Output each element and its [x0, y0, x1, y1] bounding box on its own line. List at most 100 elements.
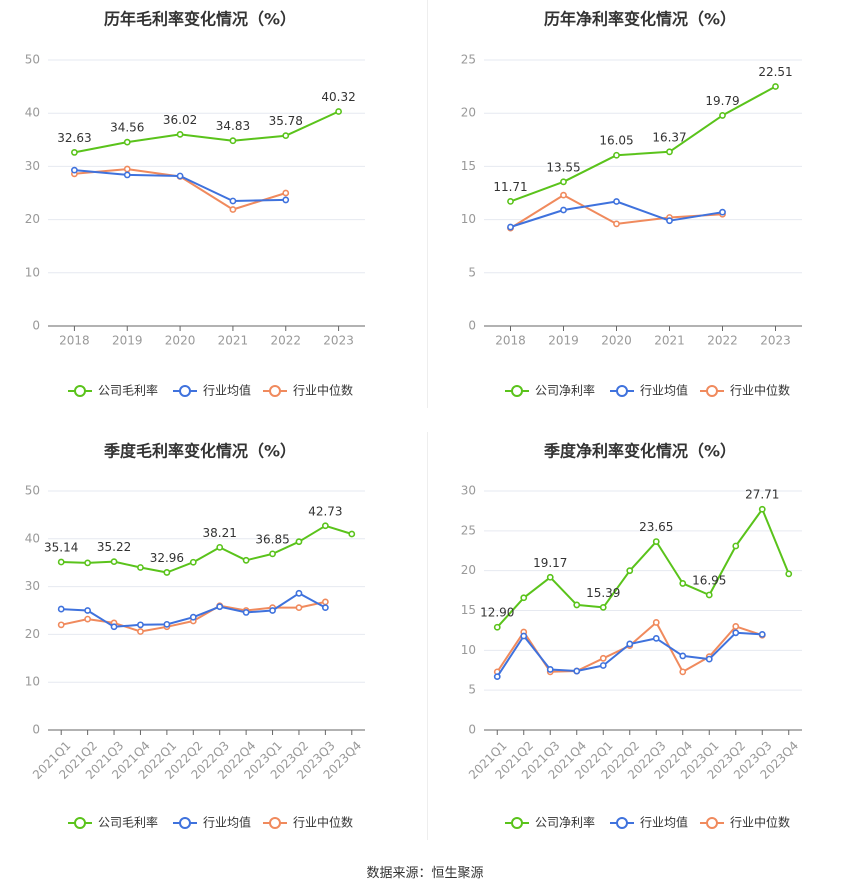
chart4-point-company: [493, 623, 501, 631]
chart1-y-tick-label: 40: [25, 106, 40, 120]
chart3-legend-marker-industry_median: [269, 817, 281, 829]
chart4-y-tick-label: 20: [461, 563, 476, 577]
chart1-legend-marker-company: [74, 385, 86, 397]
chart2-y-tick-label: 15: [461, 159, 476, 173]
chart2-line-company: [510, 85, 776, 203]
chart4-y-tick-label: 30: [461, 484, 476, 498]
chart2-title: 历年净利率变化情况（%）: [544, 10, 736, 29]
chart1-x-tick-label: 2018: [59, 334, 90, 348]
chart3-point-industry_avg: [137, 621, 144, 629]
chart2-data-label: 16.05: [599, 134, 633, 148]
chart1-point-industry_median: [282, 189, 290, 197]
chart4-point-industry_median: [652, 619, 660, 626]
chart3-legend-marker-industry_avg: [179, 817, 191, 829]
chart3-point-company: [216, 543, 224, 551]
chart2-x-tick-label: 2020: [601, 334, 632, 348]
chart3-y-tick-label: 30: [25, 579, 40, 593]
chart3-point-company: [163, 569, 171, 576]
chart3-legend-marker-company: [74, 817, 86, 829]
chart4-data-label: 23.65: [639, 520, 673, 534]
chart2-y-tick-label: 10: [461, 212, 476, 226]
chart4-data-label: 12.90: [480, 606, 514, 620]
chart3-point-company: [295, 538, 303, 546]
chart2-point-company: [666, 148, 673, 156]
chart3-point-company: [84, 559, 92, 567]
chart2-y-tick-label: 25: [461, 53, 476, 67]
chart4-legend-marker-industry_avg: [616, 817, 628, 829]
chart3-y-tick-label: 0: [32, 723, 40, 737]
chart3-title: 季度毛利率变化情况（%）: [103, 442, 296, 461]
chart3-point-industry_avg: [57, 605, 65, 613]
chart1-x-tick-label: 2022: [270, 334, 301, 348]
chart3-point-industry_avg: [321, 604, 329, 612]
chart1-legend-label-industry_median: 行业中位数: [293, 383, 353, 398]
chart3-point-industry_median: [295, 604, 303, 612]
vertical-divider-bottom: [427, 432, 428, 840]
chart1-point-company: [176, 130, 184, 138]
chart4-point-company: [599, 603, 607, 611]
chart3-legend-label-industry_median: 行业中位数: [293, 815, 353, 830]
chart4-point-industry_avg: [546, 666, 554, 673]
chart1-x-tick-label: 2019: [112, 334, 143, 348]
chart4-point-industry_median: [599, 654, 607, 662]
chart2-point-company: [772, 83, 779, 90]
chart3-point-industry_median: [137, 628, 144, 635]
chart1-data-label: 34.83: [216, 119, 250, 133]
chart4-point-industry_median: [679, 668, 687, 676]
chart3-point-industry_avg: [84, 607, 92, 614]
chart1-data-label: 36.02: [163, 113, 197, 127]
chart3-y-tick-label: 10: [25, 675, 40, 689]
chart3-point-industry_median: [57, 621, 65, 629]
chart3-line-company: [61, 524, 353, 574]
chart1-legend-marker-industry_avg: [179, 385, 191, 397]
chart4-point-company: [785, 570, 793, 578]
chart2-point-industry_avg: [507, 223, 514, 231]
chart4-point-industry_avg: [652, 634, 660, 642]
chart1-point-company: [71, 149, 78, 156]
chart3-data-label: 32.96: [150, 551, 184, 565]
chart3-y-tick-label: 40: [25, 531, 40, 545]
chart4-data-label: 27.71: [745, 488, 779, 502]
chart1-data-label: 40.32: [321, 90, 355, 104]
chart2-point-industry_avg: [719, 208, 726, 216]
chart4-line-industry_avg: [496, 631, 763, 678]
chart2-x-tick-label: 2022: [707, 334, 738, 348]
chart4-point-industry_avg: [573, 667, 581, 675]
chart1-x-tick-label: 2023: [323, 334, 354, 348]
chart3-point-company: [242, 556, 250, 564]
chart2-legend-marker-industry_median: [706, 385, 718, 397]
chart3-data-label: 36.85: [255, 532, 289, 546]
chart1-data-label: 32.63: [57, 131, 91, 145]
chart1-point-industry_median: [123, 165, 131, 173]
chart1-point-industry_avg: [229, 197, 237, 205]
chart4-point-company: [679, 580, 687, 587]
chart1-point-company: [229, 137, 237, 145]
chart3-y-tick-label: 20: [25, 627, 40, 641]
chart4-point-industry_avg: [732, 629, 740, 637]
chart4-point-company: [546, 573, 554, 581]
chart2-point-company: [613, 151, 620, 159]
chart3-y-tick-label: 50: [25, 484, 40, 498]
chart3-point-industry_avg: [189, 613, 197, 621]
chart2-legend-label-industry_avg: 行业均值: [640, 383, 688, 398]
chart4-point-industry_avg: [626, 640, 634, 648]
vertical-divider-top: [427, 0, 428, 408]
chart1-y-tick-label: 0: [32, 319, 40, 333]
chart2-legend-label-industry_median: 行业中位数: [730, 383, 790, 398]
chart2-x-tick-label: 2019: [548, 334, 579, 348]
chart3-data-label: 42.73: [308, 504, 342, 518]
chart4-title: 季度净利率变化情况（%）: [543, 442, 736, 461]
chart4-point-company: [573, 601, 581, 609]
chart1-line-company: [74, 110, 340, 154]
chart3-point-industry_avg: [110, 623, 118, 631]
chart3-point-industry_median: [321, 598, 329, 606]
chart4-data-label: 15.39: [586, 586, 620, 600]
chart1-point-industry_avg: [282, 196, 290, 204]
chart2-data-label: 13.55: [546, 160, 580, 174]
chart1-legend-label-company: 公司毛利率: [98, 383, 158, 398]
chart3-point-company: [189, 558, 197, 566]
chart3-point-company: [348, 530, 356, 538]
chart4-data-label: 19.17: [533, 556, 567, 570]
chart4-legend-label-industry_avg: 行业均值: [640, 815, 688, 830]
